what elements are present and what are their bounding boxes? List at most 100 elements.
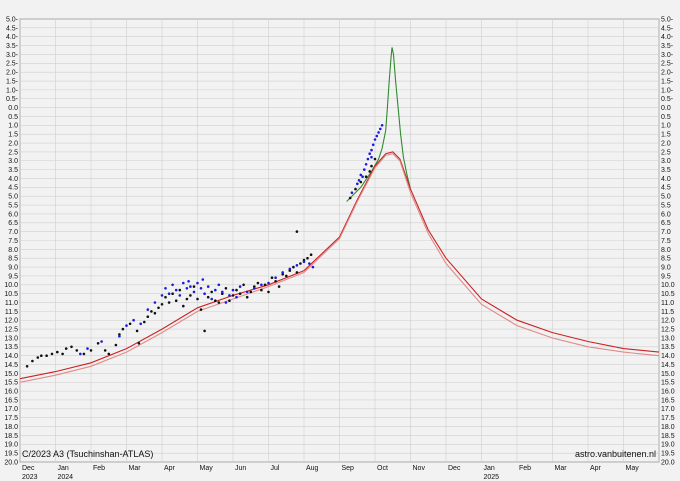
y-tick-label: 18.5 (661, 433, 675, 440)
y-tick-label: 16.5 (661, 397, 675, 404)
point-observations-visual (281, 272, 285, 276)
point-observations-visual (171, 292, 174, 296)
point-observations-visual (206, 295, 210, 299)
point-observations-ccd (361, 175, 364, 178)
point-observations-visual (306, 256, 309, 260)
point-observations-visual (285, 274, 288, 278)
y-tick-label: 10.0 (4, 282, 18, 289)
y-tick-label: 17.5 (4, 415, 18, 422)
y-tick-label: 2.0 (8, 140, 18, 147)
point-observations-visual (295, 271, 299, 274)
point-observations-visual (107, 352, 111, 356)
y-tick-label: 12.0 (661, 318, 675, 325)
y-tick-label: 15.5 (661, 380, 675, 387)
y-tick-label: 3.5 (661, 167, 671, 174)
point-observations-ccd (86, 347, 89, 350)
point-observations-visual (274, 280, 277, 283)
point-observations-visual (214, 299, 217, 303)
point-observations-visual (267, 290, 270, 294)
y-tick-label: 1.5- (661, 78, 674, 85)
y-tick-label: 13.0 (661, 335, 675, 342)
year-label: 2023 (22, 474, 38, 481)
y-tick-label: 2.0- (6, 70, 19, 77)
point-observations-visual (56, 350, 59, 354)
point-observations-ccd (100, 340, 103, 343)
point-observations-ccd (302, 260, 306, 264)
y-tick-label: 11.0 (5, 300, 18, 307)
point-observations-visual (277, 285, 281, 288)
y-tick-label: 10.0 (661, 282, 675, 289)
point-observations-ccd (146, 308, 150, 311)
year-label: 2024 (58, 474, 74, 481)
point-observations-visual (309, 253, 313, 256)
point-observations-visual (40, 354, 43, 358)
point-observations-visual (249, 290, 253, 294)
point-observations-ccd (357, 179, 361, 182)
point-observations-visual (164, 295, 167, 299)
y-tick-label: 1.0- (661, 87, 674, 94)
y-tick-label: 17.0 (4, 406, 18, 413)
point-observations-ccd (356, 182, 359, 186)
point-observations-ccd (206, 285, 210, 288)
y-tick-label: 4.5- (6, 25, 19, 32)
month-label: Jul (271, 465, 280, 472)
point-observations-visual (260, 288, 263, 292)
y-tick-label: 12.5 (661, 327, 675, 334)
point-observations-ccd (178, 294, 182, 297)
y-tick-label: 7.5 (8, 238, 18, 245)
y-tick-label: 3.0- (6, 52, 19, 59)
y-tick-label: 5.5 (661, 202, 671, 209)
point-observations-ccd (125, 324, 128, 327)
point-observations-visual (174, 299, 178, 303)
y-tick-label: 3.5- (661, 43, 674, 50)
point-observations-ccd (199, 287, 203, 290)
series-model-lower (19, 153, 660, 383)
y-tick-label: 18.5 (4, 433, 18, 440)
point-observations-ccd (231, 288, 235, 292)
point-observations-ccd (221, 290, 224, 294)
y-tick-label: 4.0 (661, 176, 671, 183)
point-observations-visual (64, 347, 68, 350)
series-model-forward-scatter (346, 47, 412, 202)
point-observations-ccd (214, 288, 217, 292)
point-observations-ccd (174, 288, 178, 292)
point-observations-visual (118, 333, 121, 336)
point-observations-ccd (245, 290, 249, 294)
y-tick-label: 15.0 (661, 371, 675, 378)
y-tick-label: 12.5 (4, 327, 18, 334)
point-observations-visual (153, 311, 157, 315)
month-label: Jan (58, 465, 69, 472)
y-tick-label: 5.0- (6, 16, 19, 23)
y-tick-label: 8.5 (8, 256, 18, 263)
chart-title: C/2023 A3 (Tsuchinshan-ATLAS) (22, 449, 153, 459)
y-tick-label: 5.0 (8, 194, 18, 201)
month-label: Feb (93, 465, 105, 472)
y-tick-label: 2.5- (6, 61, 19, 68)
point-observations-visual (189, 294, 192, 297)
point-observations-visual (364, 175, 368, 178)
y-tick-label: 10.5 (661, 291, 675, 298)
y-tick-label: 2.5- (661, 61, 674, 68)
point-observations-ccd (281, 271, 285, 274)
x-axis: Dec Jan Feb Mar Apr May Jun Jul Aug Sep Oct Nov Dec J… (22, 465, 639, 481)
point-observations-visual (263, 283, 267, 287)
point-observations-visual (295, 230, 299, 233)
y-tick-label: 8.5 (661, 256, 671, 263)
month-label: Nov (413, 465, 426, 472)
y-tick-label: 6.0 (8, 211, 18, 218)
y-tick-label: 13.5 (661, 344, 675, 351)
point-observations-visual (235, 288, 238, 292)
chart-credit: astro.vanbuitenen.nl (575, 449, 656, 459)
point-observations-ccd (311, 265, 315, 269)
point-observations-ccd (228, 294, 231, 297)
y-tick-label: 17.5 (661, 415, 675, 422)
point-observations-ccd (235, 295, 238, 299)
point-observations-visual (137, 342, 141, 345)
y-tick-label: 4.0- (6, 34, 19, 41)
y-tick-label: 14.5 (661, 362, 675, 369)
y-tick-label: 13.5 (4, 344, 18, 351)
point-observations-visual (143, 320, 146, 324)
point-observations-visual (121, 327, 125, 331)
point-observations-visual (354, 187, 357, 191)
